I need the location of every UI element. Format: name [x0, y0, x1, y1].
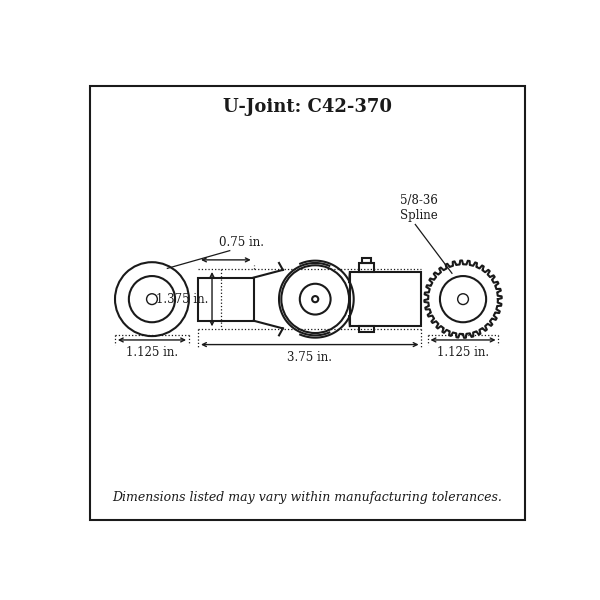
Text: Dimensions listed may vary within manufacturing tolerances.: Dimensions listed may vary within manufa…	[113, 491, 502, 503]
Bar	[362, 257, 371, 263]
Text: U-Joint: C42-370: U-Joint: C42-370	[223, 98, 392, 116]
Text: 0.75 in.: 0.75 in.	[219, 236, 264, 249]
Bar	[359, 263, 374, 272]
Text: 3.75 in.: 3.75 in.	[287, 351, 332, 364]
Text: 1.125 in.: 1.125 in.	[437, 346, 489, 359]
Bar	[359, 326, 374, 332]
Bar	[350, 272, 421, 326]
Bar	[198, 278, 254, 321]
Text: 1.125 in.: 1.125 in.	[126, 346, 178, 359]
Text: 5/8-36
Spline: 5/8-36 Spline	[400, 194, 438, 222]
Text: 1.375 in.: 1.375 in.	[156, 293, 208, 305]
